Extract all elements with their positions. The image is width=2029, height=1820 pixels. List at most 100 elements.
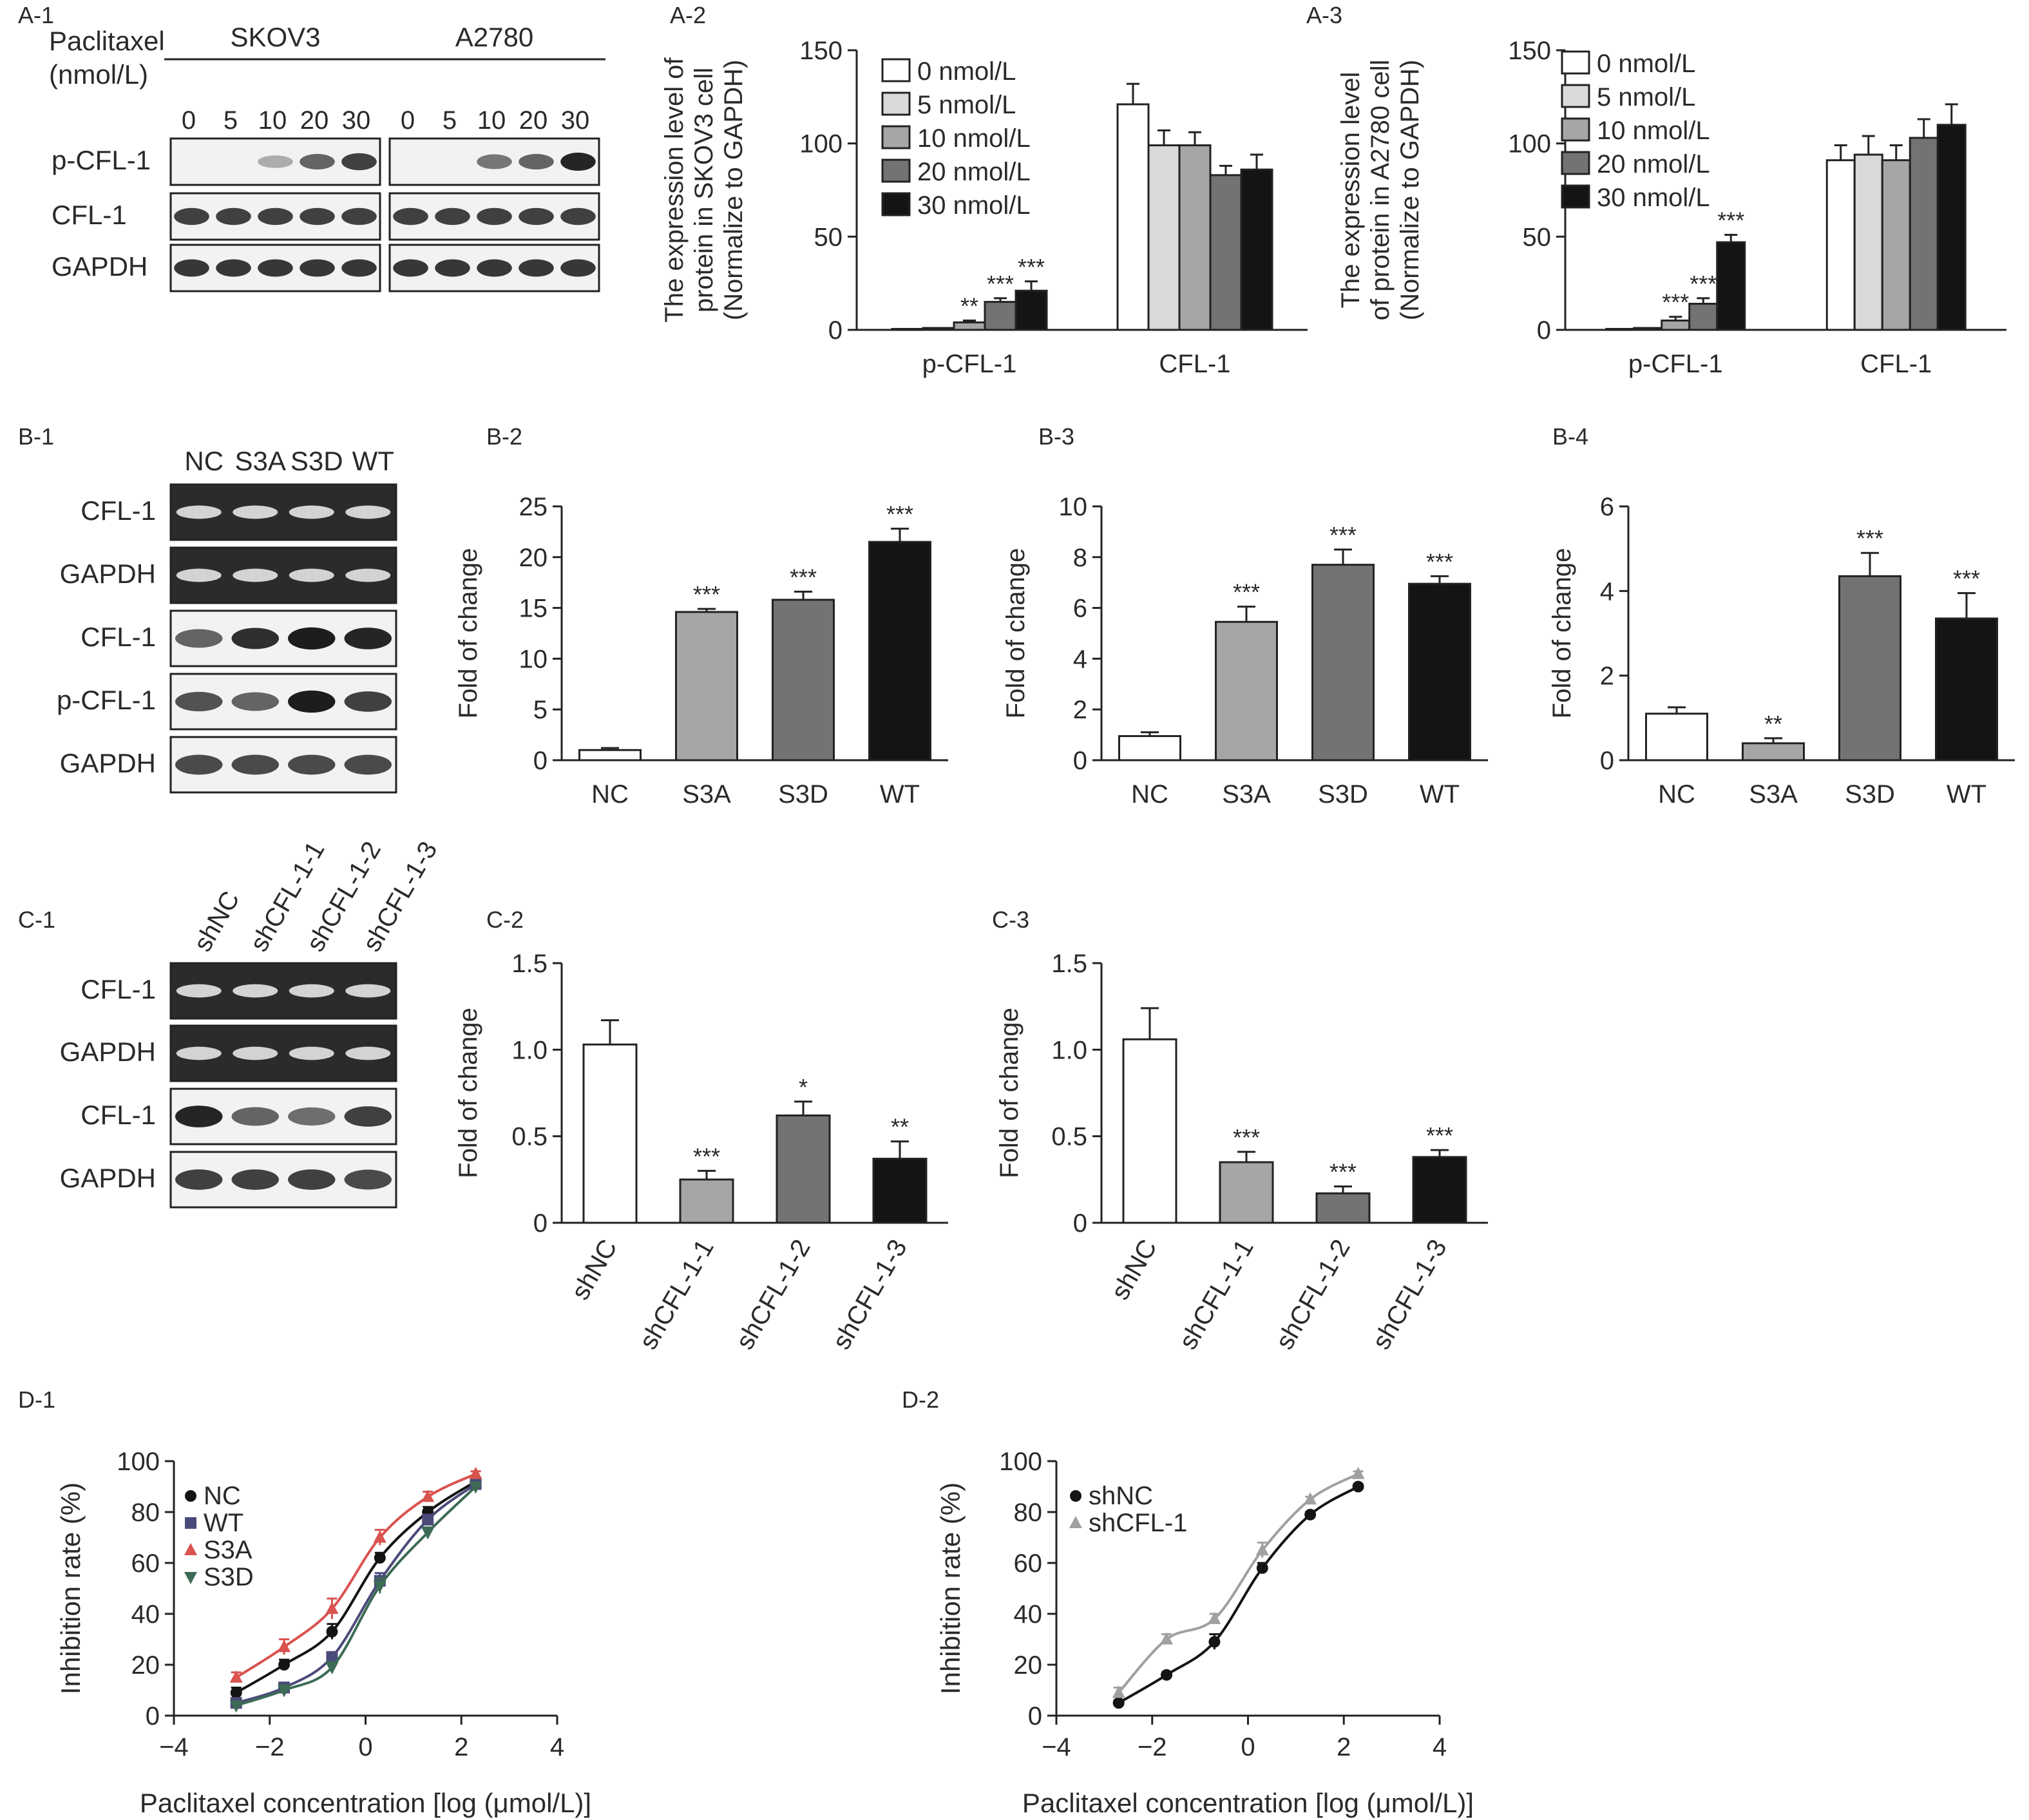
band <box>560 259 596 277</box>
data-point <box>1161 1669 1173 1681</box>
x-tick-label: NC <box>1658 780 1695 809</box>
band <box>435 259 470 277</box>
x-tick-label: 4 <box>1433 1733 1447 1761</box>
y-tick-label: 1.5 <box>511 950 548 978</box>
y-tick-label: 100 <box>799 130 843 158</box>
bar <box>1408 582 1471 762</box>
legend-swatch <box>1561 50 1590 75</box>
x-tick-label: −2 <box>1138 1733 1167 1761</box>
y-tick-label: 0 <box>1073 747 1087 775</box>
data-point <box>469 1481 482 1494</box>
significance-mark: *** <box>1233 579 1260 606</box>
x-tick-label: shCFL-1-3 <box>827 1235 913 1355</box>
data-point <box>1208 1611 1221 1624</box>
bar <box>1209 174 1243 331</box>
bar <box>1014 289 1048 331</box>
band <box>231 1107 279 1126</box>
y-tick-label: 10 <box>519 645 548 673</box>
band <box>341 259 377 277</box>
data-point <box>278 1685 291 1698</box>
band <box>231 1169 279 1190</box>
significance-mark: *** <box>1426 1122 1453 1149</box>
y-tick-label: 20 <box>131 1651 160 1680</box>
y-tick-label: 0 <box>146 1702 160 1730</box>
x-tick-label: 2 <box>1337 1733 1351 1761</box>
data-point <box>373 1530 386 1543</box>
x-tick-label: shNC <box>566 1235 623 1305</box>
band <box>174 207 209 225</box>
band <box>231 692 279 711</box>
legend-swatch <box>881 158 911 183</box>
x-tick-label: p-CFL-1 <box>922 350 1017 378</box>
data-point <box>185 1490 196 1502</box>
y-tick-label: 0.5 <box>511 1123 548 1151</box>
band <box>176 984 222 998</box>
y-tick-label: 1.5 <box>1051 950 1087 978</box>
band <box>288 1169 336 1190</box>
data-point <box>325 1602 339 1614</box>
band <box>288 1107 336 1126</box>
chart-d-2: D-2 0 20 40 60 80 100 −4 −2 0 2 4 Paclitaxel concent… <box>902 1386 1474 1818</box>
bar <box>1825 159 1856 331</box>
x-tick-label: 0 <box>1241 1733 1255 1761</box>
lane-label: NC <box>184 446 224 476</box>
legend-label: 5 nmol/L <box>917 91 1016 119</box>
legend-swatch <box>1561 84 1590 108</box>
x-tick-label: shCFL-1-1 <box>1174 1235 1259 1355</box>
y-axis-label: Fold of change <box>1002 548 1030 719</box>
blot-row-label: GAPDH <box>60 559 156 589</box>
x-tick-label: WT <box>1947 780 1986 809</box>
bar <box>1240 168 1273 331</box>
legend-swatch <box>881 91 911 116</box>
dose-label: 5 <box>224 106 238 135</box>
band <box>288 627 336 650</box>
chart-b-4: B-4 0 2 4 6 Fold of change NC ** S3A *** S3D *** WT <box>1548 423 2015 809</box>
band <box>174 259 209 277</box>
chart-a-3: A-3 0 50 100 150 The expression level of prote… <box>1306 2 2006 378</box>
treatment-label: Paclitaxel <box>49 26 165 56</box>
y-tick-label: 20 <box>1014 1651 1043 1680</box>
y-axis-label: protein in SKOV3 cell <box>690 68 718 312</box>
lane-label: WT <box>352 446 394 476</box>
bar <box>1881 159 1911 331</box>
bar <box>679 1178 734 1224</box>
bar <box>1688 302 1719 331</box>
series-line <box>235 1480 477 1694</box>
legend-label: S3A <box>204 1536 252 1564</box>
y-tick-label: 100 <box>1508 130 1551 158</box>
legend-label: 5 nmol/L <box>1597 83 1695 111</box>
significance-mark: *** <box>1329 522 1357 548</box>
data-point <box>1160 1632 1174 1645</box>
x-tick-label: CFL-1 <box>1159 350 1230 378</box>
y-tick-label: 8 <box>1073 544 1087 572</box>
significance-mark: ** <box>1764 711 1782 737</box>
band <box>289 1046 334 1060</box>
panel-c1-blot: C-1 shNC shCFL-1-1shCFL-1-2shCFL-1-3CFL-1G… <box>18 837 443 1209</box>
legend-swatch <box>1561 151 1590 175</box>
panel-label: B-4 <box>1552 423 1588 450</box>
x-tick-label: 4 <box>550 1733 564 1761</box>
blot-row-label: CFL-1 <box>81 974 156 1004</box>
bar <box>675 611 738 762</box>
band <box>344 691 392 712</box>
data-point <box>374 1552 386 1564</box>
y-tick-label: 20 <box>519 544 548 572</box>
band <box>176 1046 222 1060</box>
band <box>288 690 336 713</box>
band <box>477 207 512 225</box>
data-point <box>184 1543 197 1555</box>
legend-label: 30 nmol/L <box>1597 184 1710 212</box>
x-tick-label: shCFL-1-1 <box>634 1235 719 1355</box>
y-tick-label: 4 <box>1600 577 1614 606</box>
dose-label: 0 <box>182 106 196 135</box>
data-point <box>1208 1636 1221 1648</box>
chart-a-2: A-2 0 50 100 150 The expression level of prote… <box>660 2 1308 378</box>
significance-mark: *** <box>1329 1159 1357 1185</box>
band <box>231 627 279 649</box>
legend-label: 20 nmol/L <box>1597 150 1710 178</box>
legend-label: 30 nmol/L <box>917 191 1031 220</box>
band <box>477 259 512 277</box>
y-tick-label: 100 <box>999 1448 1042 1476</box>
